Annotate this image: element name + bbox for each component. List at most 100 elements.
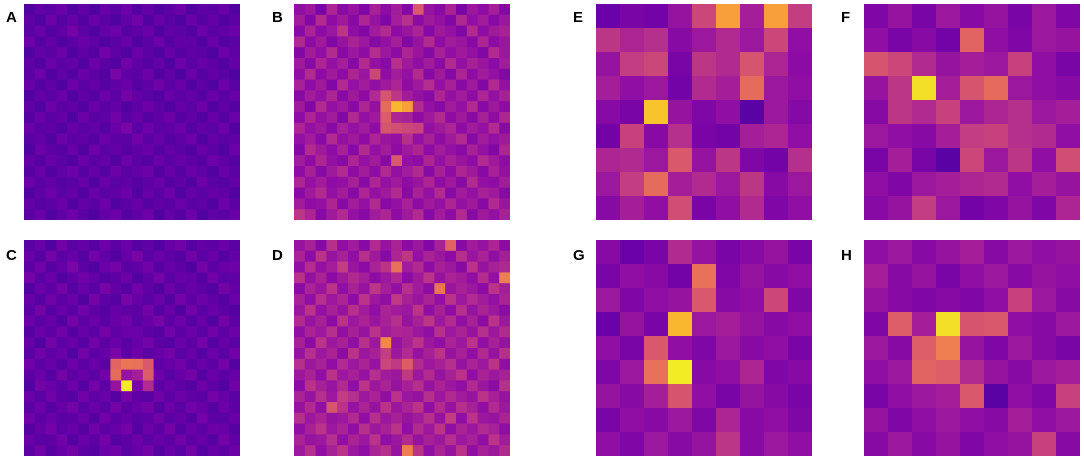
heatmap-cell — [121, 423, 133, 435]
heatmap-cell — [218, 315, 230, 327]
heatmap-cell — [348, 315, 360, 327]
heatmap-cell — [348, 155, 360, 167]
heatmap-cell — [445, 133, 457, 145]
heatmap-cell — [34, 209, 47, 220]
heatmap-cell — [121, 155, 133, 167]
heatmap-cell — [488, 198, 500, 210]
heatmap-cell — [78, 122, 90, 135]
heatmap-cell — [434, 14, 446, 27]
heatmap-cell — [67, 14, 79, 27]
heatmap-cell — [304, 283, 317, 295]
heatmap-cell — [218, 47, 230, 59]
heatmap-cell — [348, 272, 360, 284]
heatmap-cell — [56, 434, 68, 446]
heatmap-cell — [888, 52, 913, 77]
heatmap-cell — [175, 122, 187, 135]
heatmap-cell — [1056, 240, 1080, 265]
heatmap-cell — [369, 187, 381, 199]
heatmap-cell — [380, 240, 392, 252]
heatmap-cell — [1008, 432, 1033, 456]
heatmap-cell — [445, 122, 457, 135]
heatmap-cell — [391, 272, 403, 284]
heatmap-cell — [620, 384, 645, 409]
heatmap-cell — [620, 76, 645, 101]
heatmap-cell — [1056, 264, 1080, 289]
heatmap-cell — [740, 52, 765, 77]
heatmap-cell — [764, 28, 789, 53]
heatmap-cell — [132, 101, 144, 113]
heatmap-cell — [1056, 432, 1080, 456]
heatmap-cell — [358, 304, 371, 317]
heatmap-cell — [78, 402, 90, 414]
heatmap-cell — [34, 58, 47, 70]
heatmap-cell — [466, 166, 479, 178]
heatmap-cell — [110, 166, 122, 178]
heatmap-cell — [337, 369, 349, 381]
heatmap-cell — [56, 166, 68, 178]
heatmap-cell — [142, 198, 155, 210]
heatmap-cell — [412, 348, 425, 360]
heatmap-cell — [218, 304, 230, 317]
heatmap-cell — [304, 445, 317, 456]
heatmap-cell — [984, 240, 1009, 265]
heatmap-cell — [294, 133, 306, 145]
heatmap-cell — [477, 315, 489, 327]
heatmap-cell — [358, 155, 371, 167]
heatmap-cell — [358, 187, 371, 199]
heatmap-cell — [692, 384, 717, 409]
heatmap-cell — [788, 76, 812, 101]
heatmap-cell — [153, 4, 165, 16]
heatmap-cell — [1008, 288, 1033, 313]
heatmap-cell — [864, 312, 889, 337]
heatmap-cell — [391, 380, 403, 392]
heatmap-cell — [218, 294, 230, 306]
heatmap-cell — [164, 4, 176, 16]
heatmap-cell — [477, 391, 489, 403]
heatmap-cell — [445, 250, 457, 263]
heatmap-cell — [132, 58, 144, 70]
heatmap-cell — [294, 283, 306, 295]
heatmap-cell — [56, 58, 68, 70]
heatmap-cell — [445, 369, 457, 381]
heatmap-cell — [56, 14, 68, 27]
heatmap-cell — [466, 261, 479, 273]
heatmap-cell — [1056, 336, 1080, 361]
heatmap-cell — [132, 423, 144, 435]
heatmap-cell — [477, 294, 489, 306]
heatmap-cell — [196, 261, 209, 273]
heatmap-cell — [175, 198, 187, 210]
heatmap-cell — [110, 155, 122, 167]
heatmap-cell — [132, 391, 144, 403]
heatmap-cell — [153, 133, 165, 145]
heatmap-cell — [499, 166, 510, 178]
heatmap-cell — [315, 294, 327, 306]
heatmap-cell — [34, 79, 47, 91]
heatmap-cell — [164, 112, 176, 124]
heatmap-cell — [1032, 336, 1057, 361]
heatmap-cell — [445, 101, 457, 113]
heatmap-cell — [434, 166, 446, 178]
heatmap-cell — [294, 47, 306, 59]
heatmap-cell — [142, 434, 155, 446]
heatmap-cell — [445, 166, 457, 178]
heatmap-cell — [348, 68, 360, 81]
heatmap-cell — [56, 25, 68, 37]
heatmap-cell — [445, 391, 457, 403]
heatmap-cell — [207, 144, 219, 156]
heatmap-cell — [304, 261, 317, 273]
heatmap-cell — [788, 432, 812, 456]
heatmap-cell — [402, 445, 414, 456]
heatmap-cell — [132, 348, 144, 360]
heatmap-cell — [153, 36, 165, 48]
heatmap-cell — [348, 176, 360, 189]
heatmap-cell — [207, 391, 219, 403]
heatmap-cell — [132, 315, 144, 327]
heatmap-cell — [121, 47, 133, 59]
heatmap-cell — [716, 240, 741, 265]
heatmap-cell — [24, 272, 36, 284]
heatmap-cell — [56, 369, 68, 381]
heatmap-cell — [88, 358, 101, 371]
heatmap-cell — [337, 445, 349, 456]
heatmap-cell — [175, 187, 187, 199]
heatmap-cell — [369, 380, 381, 392]
